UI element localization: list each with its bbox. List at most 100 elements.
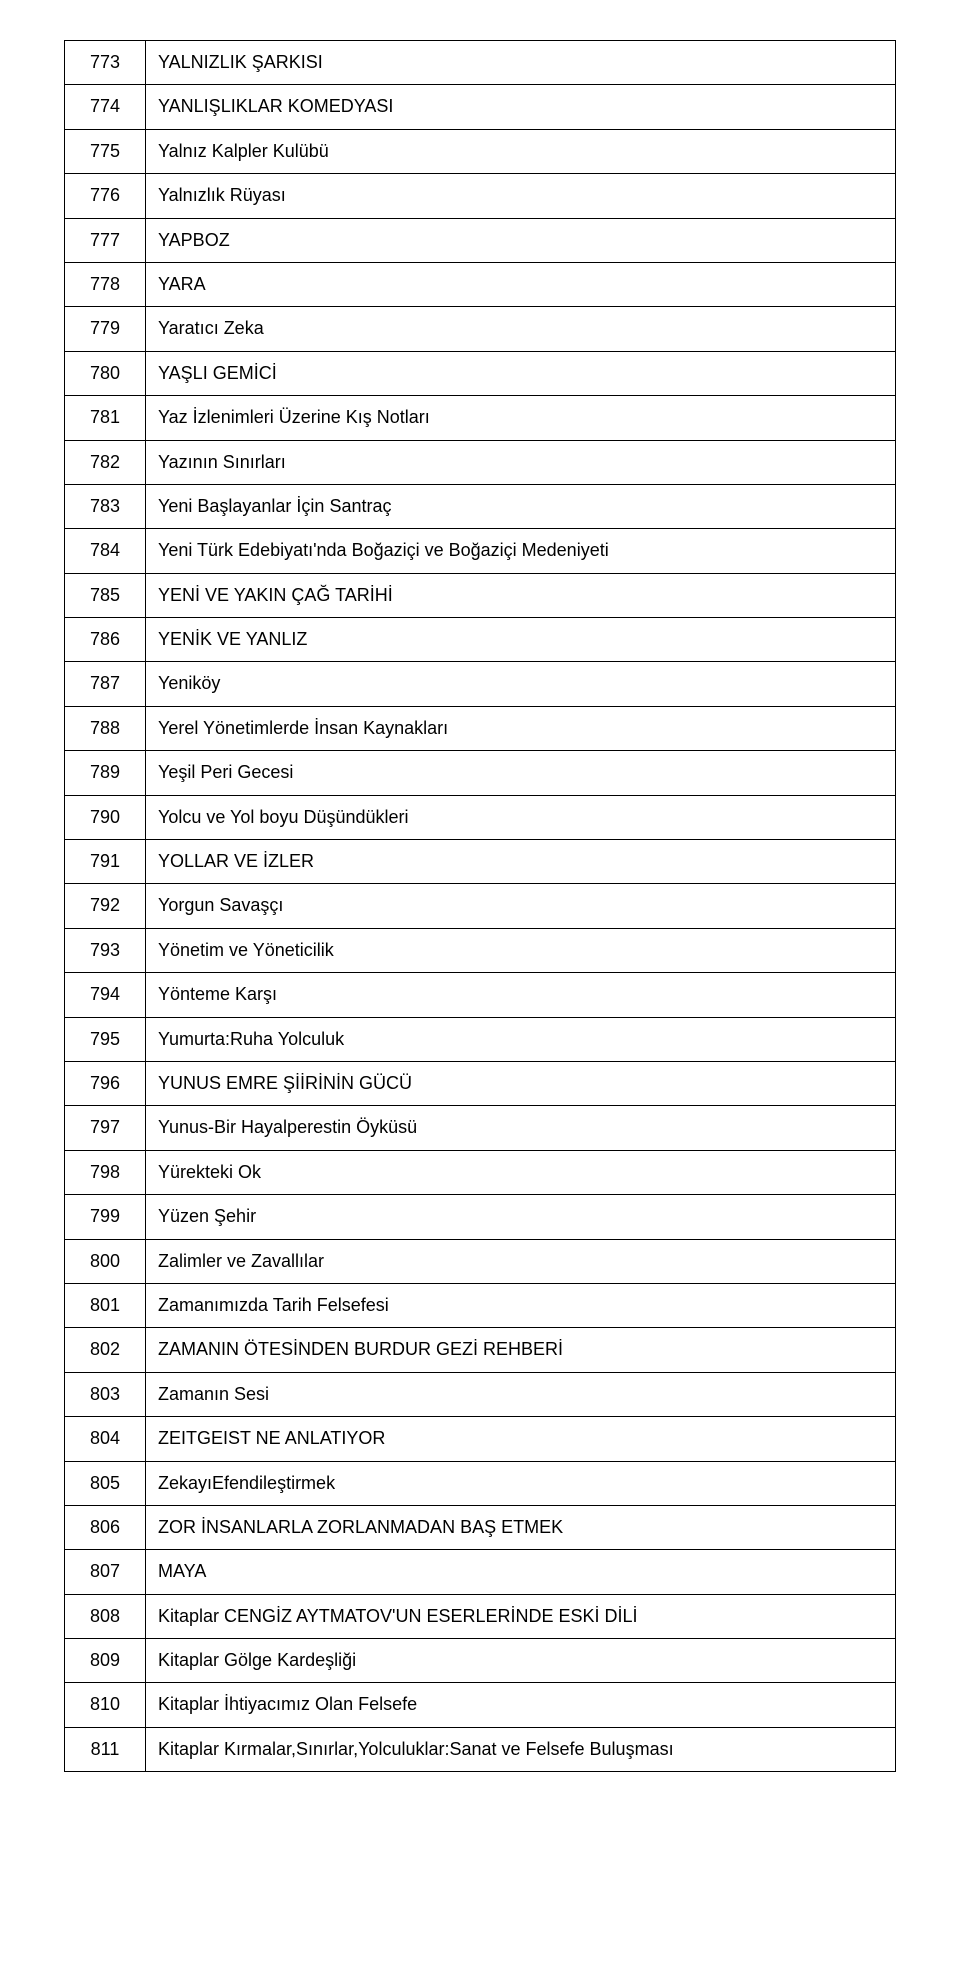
book-list-table: 773YALNIZLIK ŞARKISI774YANLIŞLIKLAR KOME…	[64, 40, 896, 1772]
row-title: YARA	[146, 262, 896, 306]
row-title: Yaratıcı Zeka	[146, 307, 896, 351]
document-page: 773YALNIZLIK ŞARKISI774YANLIŞLIKLAR KOME…	[0, 0, 960, 1812]
row-number: 783	[65, 484, 146, 528]
row-title: Yürekteki Ok	[146, 1150, 896, 1194]
row-title: Yalnız Kalpler Kulübü	[146, 129, 896, 173]
row-title: YALNIZLIK ŞARKISI	[146, 41, 896, 85]
row-number: 780	[65, 351, 146, 395]
table-row: 792Yorgun Savaşçı	[65, 884, 896, 928]
row-number: 808	[65, 1594, 146, 1638]
row-title: Yunus-Bir Hayalperestin Öyküsü	[146, 1106, 896, 1150]
row-title: MAYA	[146, 1550, 896, 1594]
table-row: 810Kitaplar İhtiyacımız Olan Felsefe	[65, 1683, 896, 1727]
row-title: YENİK VE YANLIZ	[146, 618, 896, 662]
row-number: 803	[65, 1372, 146, 1416]
row-title: Zamanın Sesi	[146, 1372, 896, 1416]
table-row: 809Kitaplar Gölge Kardeşliği	[65, 1639, 896, 1683]
row-title: Yönteme Karşı	[146, 973, 896, 1017]
row-number: 784	[65, 529, 146, 573]
row-title: Zalimler ve Zavallılar	[146, 1239, 896, 1283]
row-number: 788	[65, 706, 146, 750]
row-title: YENİ VE YAKIN ÇAĞ TARİHİ	[146, 573, 896, 617]
table-row: 794Yönteme Karşı	[65, 973, 896, 1017]
row-title: YAPBOZ	[146, 218, 896, 262]
row-number: 794	[65, 973, 146, 1017]
row-title: Yönetim ve Yöneticilik	[146, 928, 896, 972]
table-row: 802ZAMANIN ÖTESİNDEN BURDUR GEZİ REHBERİ	[65, 1328, 896, 1372]
row-number: 795	[65, 1017, 146, 1061]
row-number: 778	[65, 262, 146, 306]
row-title: Yazının Sınırları	[146, 440, 896, 484]
row-title: YOLLAR VE İZLER	[146, 840, 896, 884]
table-row: 793Yönetim ve Yöneticilik	[65, 928, 896, 972]
table-row: 781Yaz İzlenimleri Üzerine Kış Notları	[65, 396, 896, 440]
row-number: 782	[65, 440, 146, 484]
table-row: 774YANLIŞLIKLAR KOMEDYASI	[65, 85, 896, 129]
table-row: 790Yolcu ve Yol boyu Düşündükleri	[65, 795, 896, 839]
row-title: ZOR İNSANLARLA ZORLANMADAN BAŞ ETMEK	[146, 1505, 896, 1549]
row-title: Yeni Başlayanlar İçin Santraç	[146, 484, 896, 528]
row-title: Yeşil Peri Gecesi	[146, 751, 896, 795]
table-row: 807MAYA	[65, 1550, 896, 1594]
table-row: 806ZOR İNSANLARLA ZORLANMADAN BAŞ ETMEK	[65, 1505, 896, 1549]
row-title: Kitaplar İhtiyacımız Olan Felsefe	[146, 1683, 896, 1727]
table-row: 773YALNIZLIK ŞARKISI	[65, 41, 896, 85]
row-title: Kitaplar Gölge Kardeşliği	[146, 1639, 896, 1683]
row-title: YANLIŞLIKLAR KOMEDYASI	[146, 85, 896, 129]
table-row: 797Yunus-Bir Hayalperestin Öyküsü	[65, 1106, 896, 1150]
row-title: Yolcu ve Yol boyu Düşündükleri	[146, 795, 896, 839]
row-title: Zamanımızda Tarih Felsefesi	[146, 1283, 896, 1327]
row-number: 804	[65, 1417, 146, 1461]
row-number: 774	[65, 85, 146, 129]
table-row: 785YENİ VE YAKIN ÇAĞ TARİHİ	[65, 573, 896, 617]
table-row: 804ZEITGEIST NE ANLATIYOR	[65, 1417, 896, 1461]
row-number: 798	[65, 1150, 146, 1194]
row-number: 796	[65, 1061, 146, 1105]
table-row: 799Yüzen Şehir	[65, 1195, 896, 1239]
table-row: 789Yeşil Peri Gecesi	[65, 751, 896, 795]
row-title: Yeni Türk Edebiyatı'nda Boğaziçi ve Boğa…	[146, 529, 896, 573]
table-row: 783Yeni Başlayanlar İçin Santraç	[65, 484, 896, 528]
table-row: 803Zamanın Sesi	[65, 1372, 896, 1416]
table-row: 801Zamanımızda Tarih Felsefesi	[65, 1283, 896, 1327]
row-number: 793	[65, 928, 146, 972]
table-row: 796YUNUS EMRE ŞİİRİNİN GÜCÜ	[65, 1061, 896, 1105]
table-row: 786YENİK VE YANLIZ	[65, 618, 896, 662]
row-title: Yorgun Savaşçı	[146, 884, 896, 928]
row-number: 799	[65, 1195, 146, 1239]
row-number: 797	[65, 1106, 146, 1150]
row-title: ZekayıEfendileştirmek	[146, 1461, 896, 1505]
row-number: 801	[65, 1283, 146, 1327]
row-title: YAŞLI GEMİCİ	[146, 351, 896, 395]
row-number: 777	[65, 218, 146, 262]
row-number: 775	[65, 129, 146, 173]
table-row: 788Yerel Yönetimlerde İnsan Kaynakları	[65, 706, 896, 750]
row-number: 785	[65, 573, 146, 617]
row-title: Yumurta:Ruha Yolculuk	[146, 1017, 896, 1061]
row-number: 810	[65, 1683, 146, 1727]
table-row: 800Zalimler ve Zavallılar	[65, 1239, 896, 1283]
row-number: 781	[65, 396, 146, 440]
row-number: 776	[65, 174, 146, 218]
row-number: 792	[65, 884, 146, 928]
row-number: 811	[65, 1727, 146, 1771]
table-row: 791YOLLAR VE İZLER	[65, 840, 896, 884]
row-title: ZAMANIN ÖTESİNDEN BURDUR GEZİ REHBERİ	[146, 1328, 896, 1372]
row-number: 786	[65, 618, 146, 662]
table-row: 784Yeni Türk Edebiyatı'nda Boğaziçi ve B…	[65, 529, 896, 573]
row-number: 773	[65, 41, 146, 85]
table-row: 775Yalnız Kalpler Kulübü	[65, 129, 896, 173]
row-number: 779	[65, 307, 146, 351]
row-title: Yalnızlık Rüyası	[146, 174, 896, 218]
row-title: Kitaplar CENGİZ AYTMATOV'UN ESERLERİNDE …	[146, 1594, 896, 1638]
row-number: 791	[65, 840, 146, 884]
table-row: 780YAŞLI GEMİCİ	[65, 351, 896, 395]
row-number: 802	[65, 1328, 146, 1372]
row-number: 806	[65, 1505, 146, 1549]
row-number: 809	[65, 1639, 146, 1683]
table-row: 778YARA	[65, 262, 896, 306]
table-row: 782Yazının Sınırları	[65, 440, 896, 484]
table-row: 779Yaratıcı Zeka	[65, 307, 896, 351]
row-title: Yeniköy	[146, 662, 896, 706]
row-title: ZEITGEIST NE ANLATIYOR	[146, 1417, 896, 1461]
